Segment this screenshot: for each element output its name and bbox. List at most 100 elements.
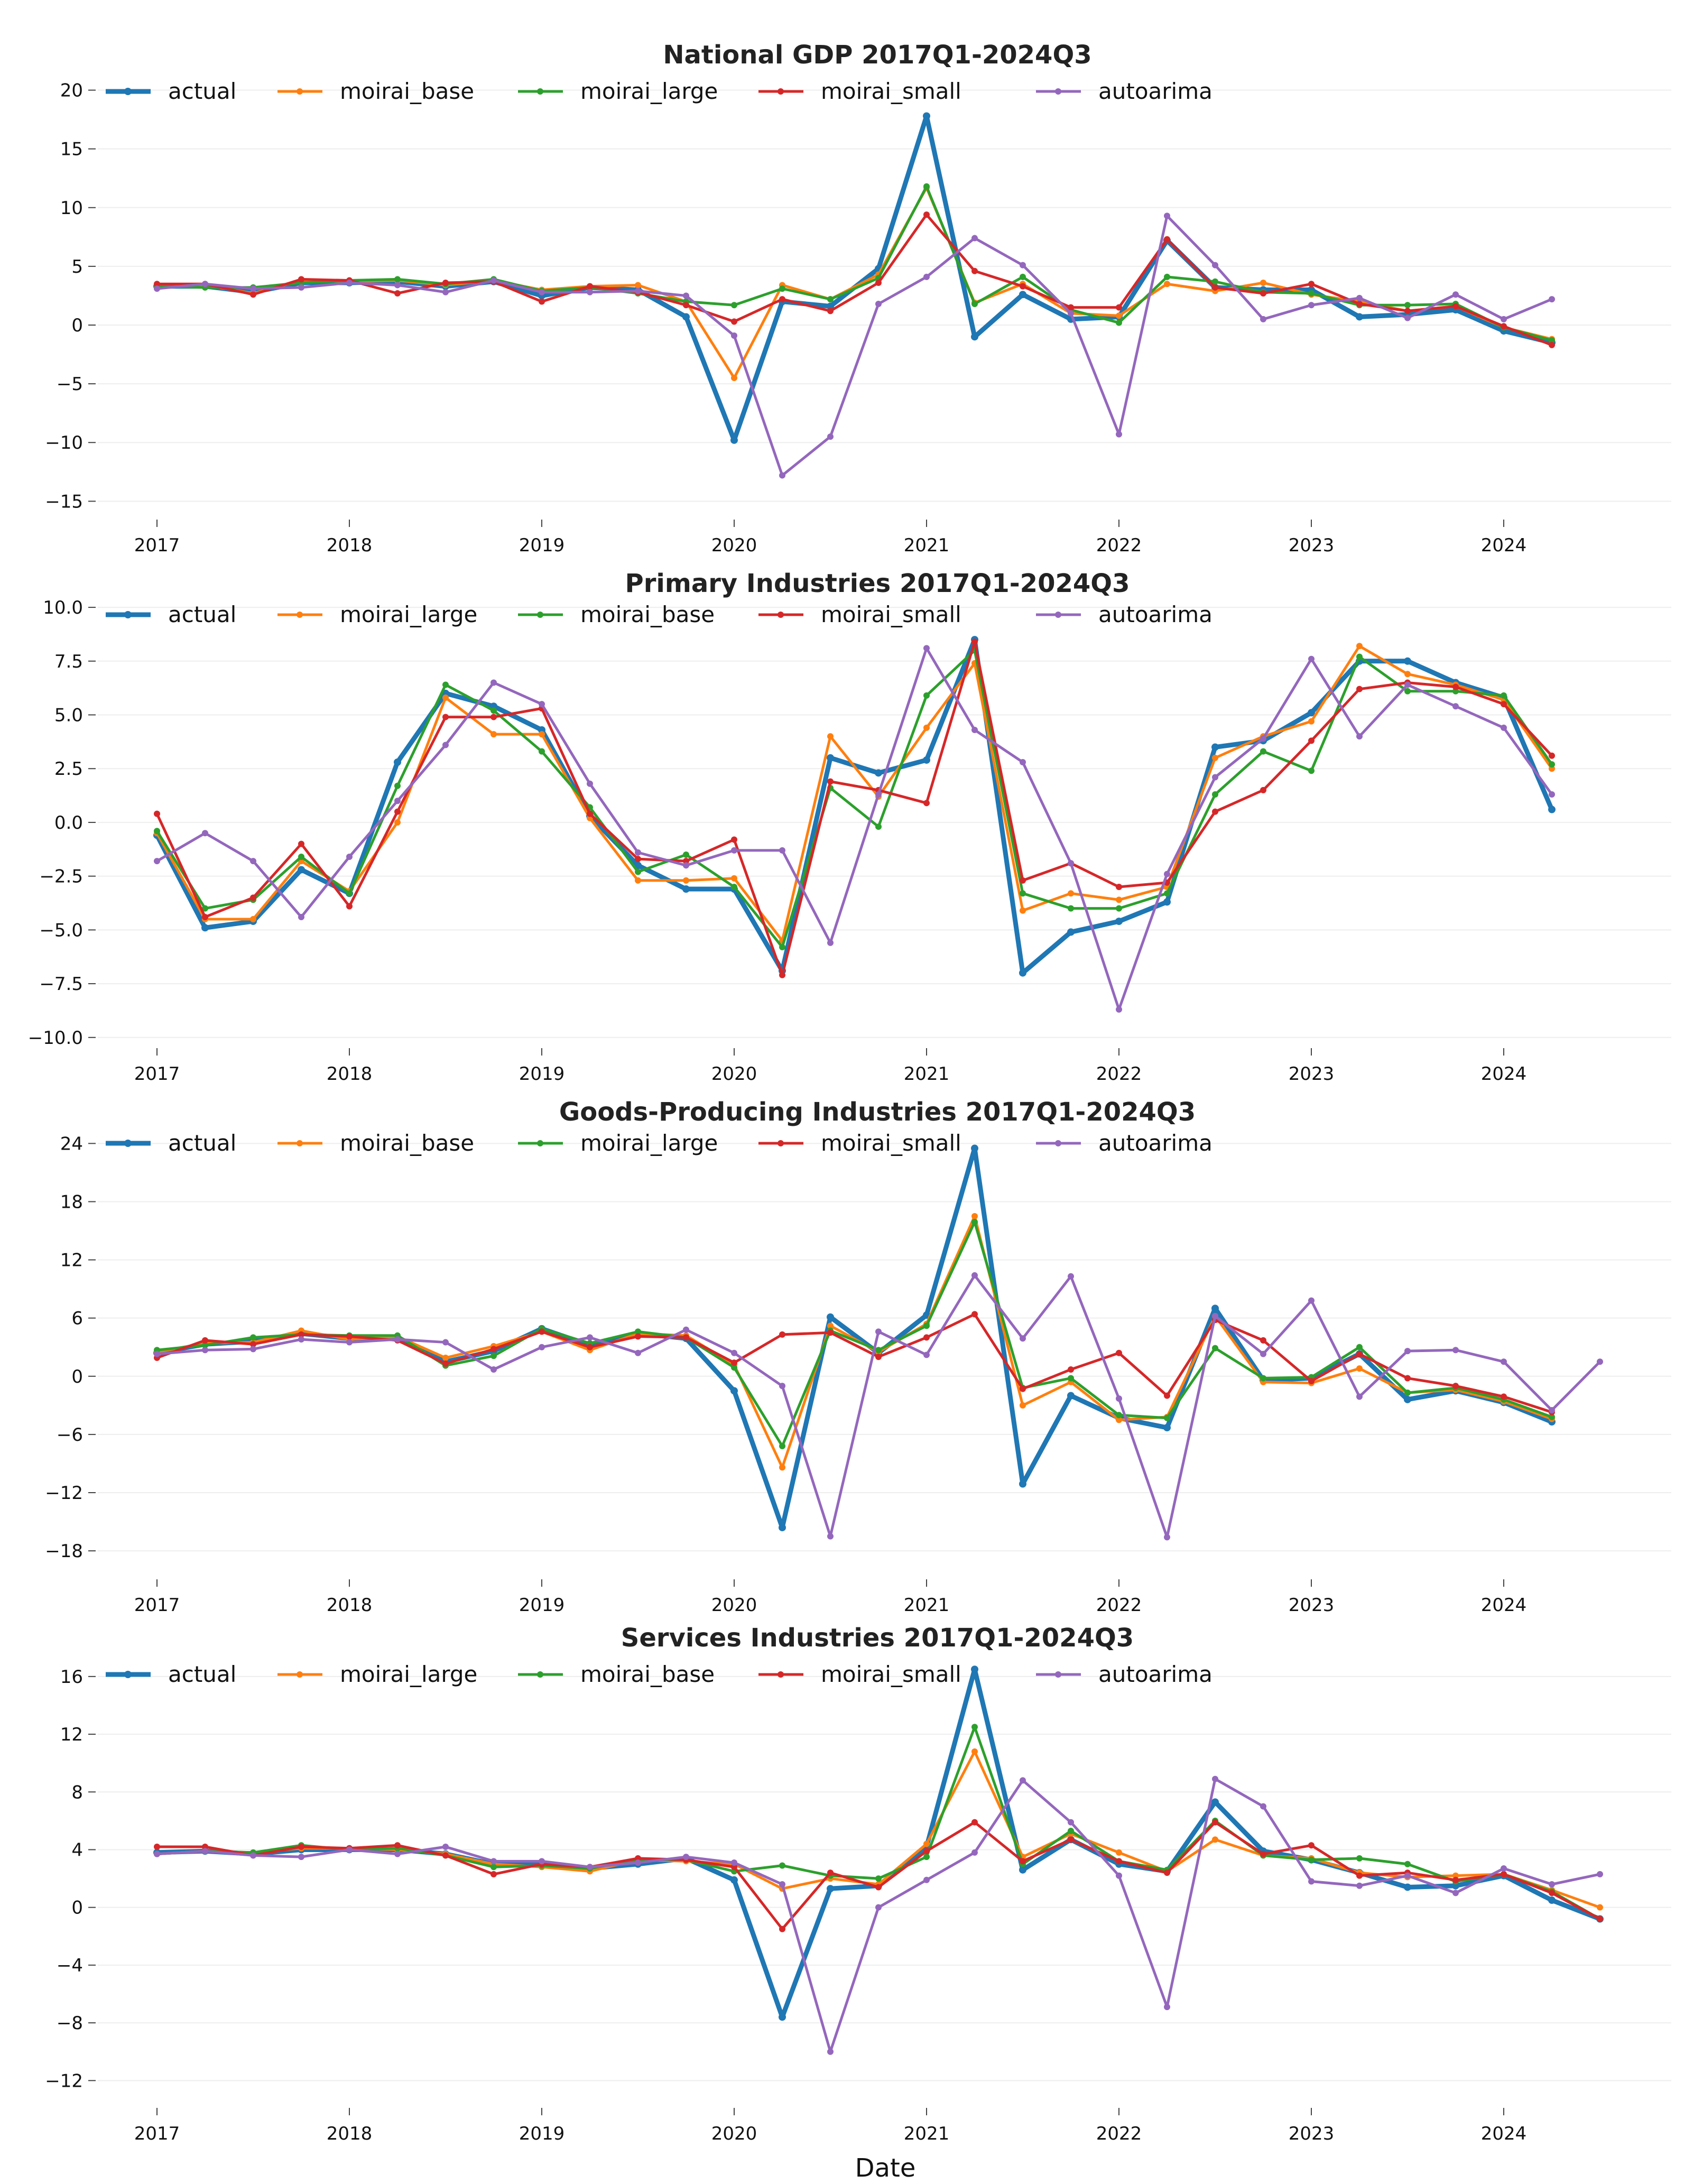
data-point [539, 289, 545, 295]
chart-title: Primary Industries 2017Q1-2024Q3 [625, 569, 1130, 598]
y-tick-label: 0 [71, 1366, 83, 1387]
data-point [1356, 1872, 1363, 1879]
data-point [490, 714, 497, 720]
data-point [1212, 791, 1218, 798]
data-point [1020, 1385, 1026, 1392]
data-point [346, 1333, 353, 1340]
x-tick-label: 2023 [1289, 1063, 1335, 1085]
data-point [730, 1387, 738, 1395]
legend-marker [1055, 1140, 1061, 1146]
data-point [923, 692, 930, 699]
data-point [1068, 1827, 1074, 1834]
data-point [1116, 1395, 1122, 1402]
data-point [779, 2013, 786, 2021]
data-point [154, 828, 160, 835]
data-point [539, 701, 545, 708]
data-point [202, 1347, 208, 1354]
data-point [875, 1328, 882, 1335]
data-point [250, 858, 256, 865]
data-point [1211, 1798, 1219, 1806]
data-point [827, 733, 834, 740]
data-point [1356, 1344, 1363, 1350]
data-point [827, 433, 834, 440]
x-tick-label: 2024 [1481, 535, 1527, 556]
data-point [731, 318, 737, 325]
data-point [1020, 262, 1026, 269]
data-point [1356, 1350, 1363, 1357]
data-point [1068, 304, 1074, 311]
data-point [490, 1871, 497, 1877]
data-point [1404, 302, 1411, 309]
data-point [683, 1854, 689, 1861]
y-tick-label: 10 [60, 198, 83, 219]
data-point [1404, 314, 1411, 321]
data-point [442, 742, 449, 748]
data-point [971, 333, 978, 341]
data-point [971, 1272, 978, 1279]
data-point [1404, 1872, 1411, 1879]
data-point [346, 903, 353, 910]
x-tick-label: 2017 [134, 1595, 180, 1616]
y-tick-label: 4 [71, 1839, 83, 1861]
x-tick-label: 2019 [519, 1595, 565, 1616]
data-point [346, 1846, 353, 1853]
data-point [1164, 212, 1170, 219]
data-point [827, 1533, 834, 1540]
data-point [394, 782, 401, 789]
data-point [1356, 733, 1363, 740]
data-point [1549, 1881, 1555, 1887]
data-point [1260, 1337, 1266, 1344]
y-tick-label: −10.0 [28, 1028, 83, 1049]
data-point [971, 1213, 978, 1219]
data-point [1116, 1412, 1122, 1419]
data-point [1404, 671, 1411, 678]
data-point [1308, 1856, 1315, 1863]
data-point [539, 731, 545, 738]
data-point [731, 875, 737, 882]
data-point [731, 375, 737, 381]
data-point [1501, 1393, 1507, 1400]
data-point [923, 1848, 930, 1855]
data-point [682, 885, 690, 893]
series-line-moirai-large [156, 185, 1552, 342]
data-point [923, 112, 930, 120]
data-point [154, 1850, 160, 1857]
data-point [394, 1336, 401, 1343]
data-point [875, 1904, 882, 1911]
chart-title: Services Industries 2017Q1-2024Q3 [621, 1623, 1134, 1653]
data-point [394, 1842, 401, 1849]
legend-label-autoarima: autoarima [1098, 1130, 1213, 1156]
data-point [1019, 969, 1026, 977]
legend-marker [124, 1140, 132, 1147]
data-point [875, 823, 882, 830]
data-point [442, 681, 449, 688]
y-tick-label: 0 [71, 315, 83, 336]
data-point [731, 332, 737, 339]
x-tick-label: 2017 [134, 2123, 180, 2144]
data-point [587, 1344, 593, 1350]
data-point [1549, 296, 1555, 303]
data-point [875, 1884, 882, 1891]
x-tick-label: 2021 [904, 2123, 950, 2144]
data-point [779, 1464, 785, 1471]
series-moirai-small [154, 1819, 1603, 1932]
data-point [490, 1366, 497, 1373]
data-point [1164, 281, 1170, 288]
data-point [250, 1341, 256, 1348]
y-tick-label: −12 [45, 1483, 83, 1504]
data-point [971, 1819, 978, 1826]
y-tick-label: 10.0 [43, 597, 83, 618]
data-point [635, 282, 641, 289]
x-tick-label: 2021 [904, 535, 950, 556]
chart-title: National GDP 2017Q1-2024Q3 [663, 40, 1091, 70]
legend: actual moirai_base moirai_large moirai_smal… [106, 78, 1213, 104]
y-tick-label: 20 [60, 80, 83, 101]
x-tick-label: 2017 [134, 535, 180, 556]
series-moirai-base [154, 647, 1555, 950]
data-point [923, 1854, 930, 1861]
legend: actual moirai_base moirai_large moirai_smal… [106, 1130, 1213, 1156]
data-point [1548, 806, 1556, 813]
data-point [1549, 761, 1555, 768]
x-tick-label: 2018 [327, 1063, 373, 1085]
data-point [923, 1352, 930, 1358]
